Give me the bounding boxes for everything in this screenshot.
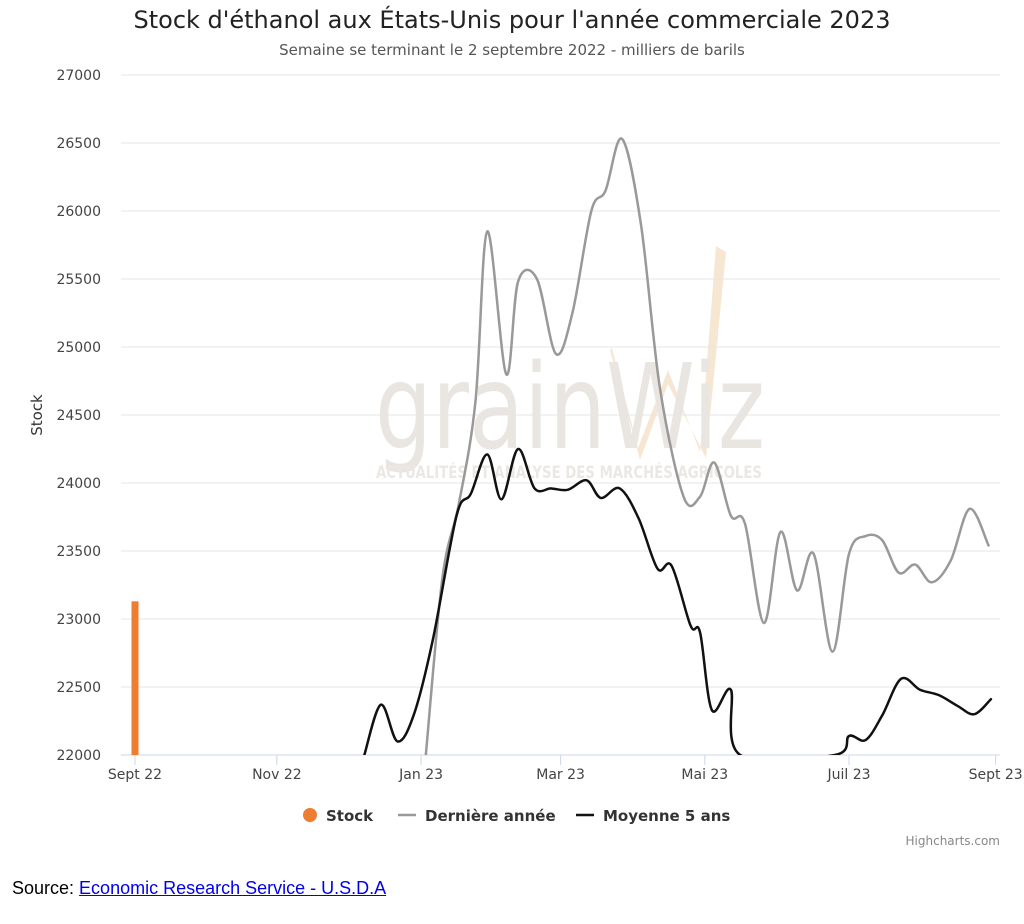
y-tick-label: 26000 <box>56 204 101 220</box>
y-tick-label: 26500 <box>56 136 101 152</box>
legend-stock-label: Stock <box>326 807 374 825</box>
line-derniere-annee[interactable] <box>424 137 990 755</box>
y-tick-label: 24000 <box>56 476 101 492</box>
chart-subtitle: Semaine se terminant le 2 septembre 2022… <box>279 41 745 59</box>
x-tick-label: Sept 23 <box>969 767 1023 783</box>
x-axis: Sept 22 Nov 22 Jan 23 Mar 23 Mai 23 Juil 23 Se… <box>108 754 1023 783</box>
y-axis-label: Stock <box>28 394 46 436</box>
y-gridlines <box>121 74 1000 756</box>
y-tick-label: 23000 <box>56 612 101 628</box>
source-prefix: Source: <box>12 878 80 898</box>
y-tick-label: 23500 <box>56 544 101 560</box>
legend-item-moyenne-5-ans[interactable]: Moyenne 5 ans <box>576 807 730 825</box>
x-tick-label: Mar 23 <box>536 767 585 783</box>
watermark-text: grainWiz <box>375 338 765 476</box>
series-layer <box>131 137 993 761</box>
source-link[interactable]: Economic Research Service - U.S.D.A <box>79 878 387 898</box>
source-line: Source: Economic Research Service - U.S.… <box>12 878 386 899</box>
legend-item-derniere-annee[interactable]: Dernière année <box>398 807 556 825</box>
chart-title: Stock d'éthanol aux États-Unis pour l'an… <box>134 5 891 34</box>
y-tick-label: 25500 <box>56 272 101 288</box>
legend-derniere-annee-label: Dernière année <box>425 807 556 825</box>
watermark-arrow-mark <box>610 246 726 460</box>
legend-moyenne-label: Moyenne 5 ans <box>603 807 730 825</box>
legend: Stock Dernière année Moyenne 5 ans <box>303 807 730 825</box>
x-tick-label: Juil 23 <box>827 767 871 783</box>
x-tick-label: Jan 23 <box>398 767 443 783</box>
y-tick-label: 25000 <box>56 340 101 356</box>
x-tick-label: Mai 23 <box>681 767 728 783</box>
y-tick-label: 22500 <box>56 680 101 696</box>
legend-item-stock[interactable]: Stock <box>303 807 374 825</box>
watermark-tagline: ACTUALITÉS ET ANALYSE DES MARCHÉS AGRICO… <box>376 461 762 483</box>
y-tick-label: 22000 <box>56 748 101 764</box>
chart: grainWiz ACTUALITÉS ET ANALYSE DES MARCH… <box>28 5 1023 848</box>
chart-svg: grainWiz ACTUALITÉS ET ANALYSE DES MARCH… <box>28 5 1023 848</box>
x-tick-label: Sept 22 <box>108 767 162 783</box>
y-tick-label: 24500 <box>56 408 101 424</box>
bar-stock[interactable] <box>131 601 139 755</box>
x-tick-label: Nov 22 <box>252 767 302 783</box>
legend-stock-marker <box>303 808 317 822</box>
line-moyenne-5-ans[interactable] <box>363 447 993 761</box>
credits-link[interactable]: Highcharts.com <box>906 834 1000 848</box>
y-axis-ticks: 27000 26500 26000 25500 25000 24500 24000 23500… <box>56 68 101 764</box>
y-tick-label: 27000 <box>56 68 101 84</box>
grainwiz-watermark: grainWiz ACTUALITÉS ET ANALYSE DES MARCH… <box>375 246 765 483</box>
